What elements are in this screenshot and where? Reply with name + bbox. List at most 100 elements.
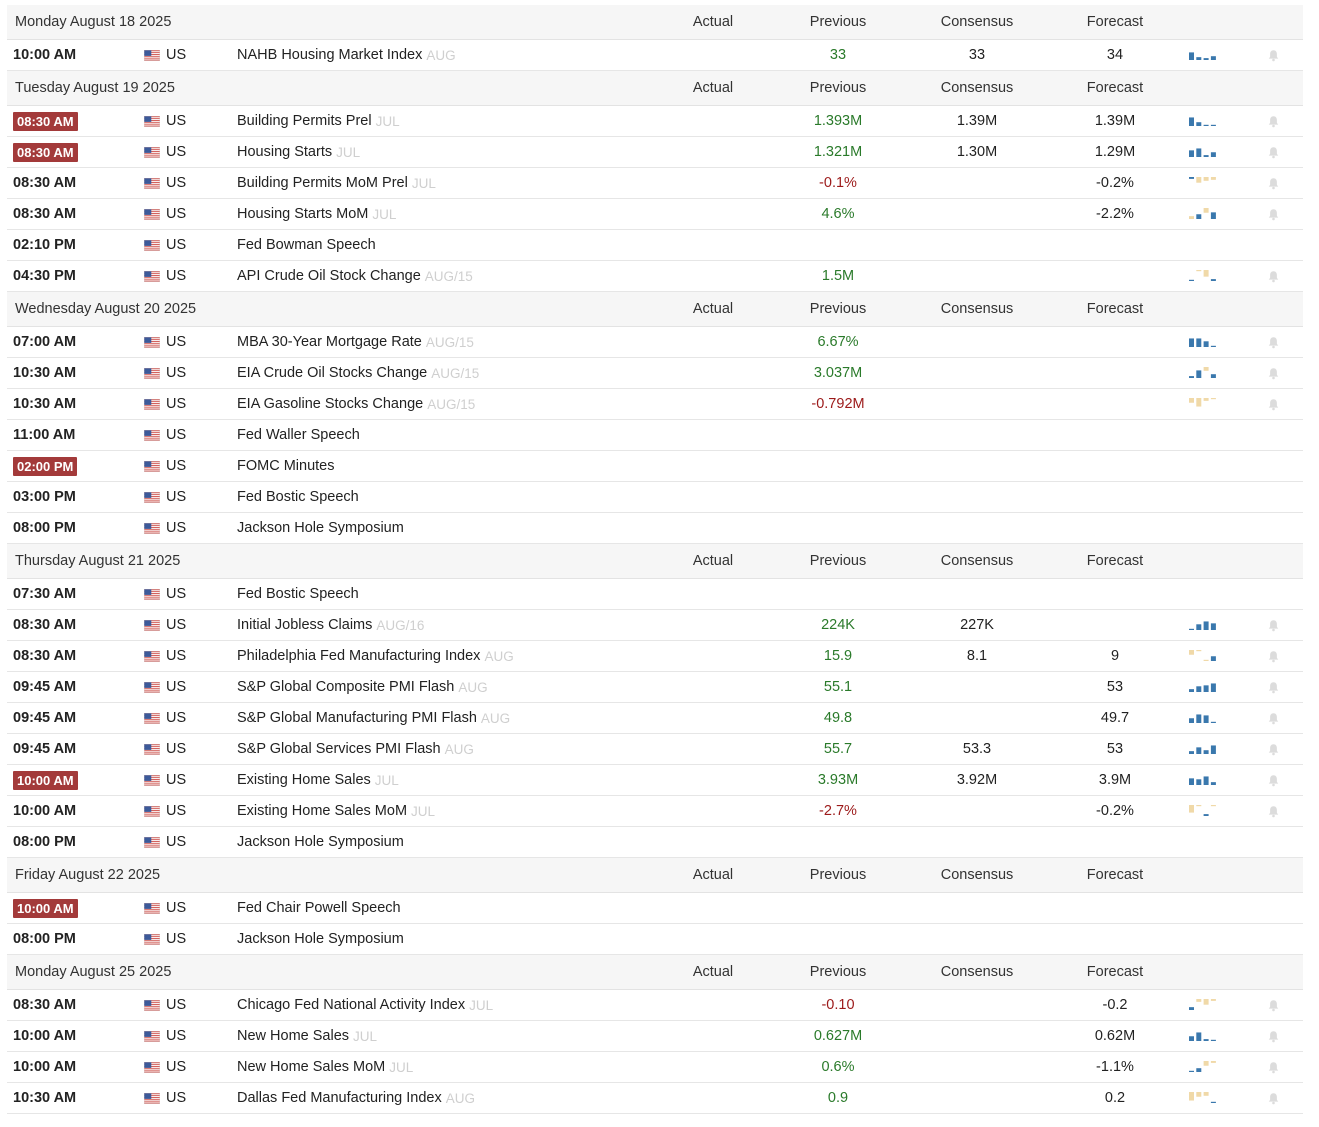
event-name-link[interactable]: Initial Jobless Claims xyxy=(237,617,373,633)
bell-icon[interactable] xyxy=(1267,1092,1280,1105)
event-name-link[interactable]: Philadelphia Fed Manufacturing Index xyxy=(237,648,481,664)
bell-icon[interactable] xyxy=(1267,774,1280,787)
bell-icon[interactable] xyxy=(1267,650,1280,663)
previous-value: 0.6% xyxy=(821,1059,855,1075)
event-name-link[interactable]: Housing Starts MoM xyxy=(237,206,369,222)
event-name-link[interactable]: Existing Home Sales xyxy=(237,772,371,788)
event-name-link[interactable]: Fed Bostic Speech xyxy=(237,489,359,505)
event-name-link[interactable]: Fed Bostic Speech xyxy=(237,586,359,602)
event-name-link[interactable]: Jackson Hole Symposium xyxy=(237,834,404,850)
alert-bell-button[interactable] xyxy=(1265,389,1281,419)
sparkline-bar xyxy=(1189,376,1194,378)
event-name-link[interactable]: FOMC Minutes xyxy=(237,458,335,474)
event-name-link[interactable]: Building Permits Prel xyxy=(237,113,372,129)
event-name-link[interactable]: MBA 30-Year Mortgage Rate xyxy=(237,334,422,350)
alert-bell-button[interactable] xyxy=(1265,734,1281,764)
event-name-link[interactable]: Jackson Hole Symposium xyxy=(237,931,404,947)
alert-bell-button[interactable] xyxy=(1265,827,1281,857)
event-name-link[interactable]: New Home Sales MoM xyxy=(237,1059,386,1075)
bell-icon[interactable] xyxy=(1267,49,1280,62)
event-name-link[interactable]: Existing Home Sales MoM xyxy=(237,803,408,819)
alert-bell-button[interactable] xyxy=(1265,230,1281,260)
event-time-badge: 08:30 AM xyxy=(13,142,78,162)
bell-icon[interactable] xyxy=(1267,208,1280,221)
alert-bell-button[interactable] xyxy=(1265,579,1281,609)
previous-value: -0.10 xyxy=(821,997,855,1013)
alert-bell-button[interactable] xyxy=(1265,137,1281,167)
alert-bell-button[interactable] xyxy=(1265,451,1281,481)
alert-bell-button[interactable] xyxy=(1265,610,1281,640)
event-name-link[interactable]: Building Permits MoM Prel xyxy=(237,175,408,191)
alert-bell-button[interactable] xyxy=(1265,327,1281,357)
alert-bell-button[interactable] xyxy=(1265,765,1281,795)
alert-bell-button[interactable] xyxy=(1265,106,1281,136)
alert-bell-button[interactable] xyxy=(1265,168,1281,198)
alert-bell-button[interactable] xyxy=(1265,796,1281,826)
event-name-link[interactable]: NAHB Housing Market Index xyxy=(237,47,423,63)
event-row: 08:30 AM US Building Permits MoM Prel JUL -0… xyxy=(7,168,1303,199)
event-name-link[interactable]: S&P Global Services PMI Flash xyxy=(237,741,441,757)
alert-bell-button[interactable] xyxy=(1265,261,1281,291)
event-name-link[interactable]: EIA Crude Oil Stocks Change xyxy=(237,365,428,381)
bell-icon[interactable] xyxy=(1267,999,1280,1012)
event-time-cell: 04:30 PM xyxy=(13,261,76,291)
event-name-link[interactable]: Housing Starts xyxy=(237,144,333,160)
bell-icon[interactable] xyxy=(1267,398,1280,411)
alert-bell-button[interactable] xyxy=(1265,893,1281,923)
event-name-link[interactable]: EIA Gasoline Stocks Change xyxy=(237,396,424,412)
event-time: 10:00 AM xyxy=(13,803,77,819)
sparkline-bar xyxy=(1203,177,1209,181)
actual-value xyxy=(663,1021,763,1051)
event-name-link[interactable]: Fed Waller Speech xyxy=(237,427,360,443)
bell-icon[interactable] xyxy=(1267,146,1280,159)
event-time: 08:30 AM xyxy=(13,997,77,1013)
country-code: US xyxy=(166,617,187,633)
alert-bell-button[interactable] xyxy=(1265,641,1281,671)
event-name-link[interactable]: API Crude Oil Stock Change xyxy=(237,268,421,284)
event-name-link[interactable]: Fed Chair Powell Speech xyxy=(237,900,401,916)
event-name-link[interactable]: Chicago Fed National Activity Index xyxy=(237,997,466,1013)
bell-icon[interactable] xyxy=(1267,336,1280,349)
bell-icon[interactable] xyxy=(1267,712,1280,725)
sparkline-bar xyxy=(1189,216,1194,219)
bell-icon[interactable] xyxy=(1267,115,1280,128)
alert-bell-button[interactable] xyxy=(1265,990,1281,1020)
event-name-link[interactable]: Fed Bowman Speech xyxy=(237,237,376,253)
bell-icon[interactable] xyxy=(1267,177,1280,190)
bell-icon[interactable] xyxy=(1267,743,1280,756)
sparkline-cell xyxy=(1188,641,1222,671)
alert-bell-button[interactable] xyxy=(1265,703,1281,733)
forecast-value xyxy=(1065,327,1165,357)
flag-cell xyxy=(144,513,160,543)
alert-bell-button[interactable] xyxy=(1265,358,1281,388)
alert-bell-button[interactable] xyxy=(1265,199,1281,229)
alert-bell-button[interactable] xyxy=(1265,672,1281,702)
sparkline-cell xyxy=(1188,389,1222,419)
forecast-value: 53 xyxy=(1106,741,1124,757)
alert-bell-button[interactable] xyxy=(1265,420,1281,450)
forecast-value: 53 xyxy=(1106,679,1124,695)
bell-icon[interactable] xyxy=(1267,1061,1280,1074)
event-name-link[interactable]: S&P Global Composite PMI Flash xyxy=(237,679,455,695)
alert-bell-button[interactable] xyxy=(1265,1021,1281,1051)
event-name-link[interactable]: Jackson Hole Symposium xyxy=(237,520,404,536)
actual-value xyxy=(663,827,763,857)
event-name-link[interactable]: New Home Sales xyxy=(237,1028,350,1044)
bell-icon[interactable] xyxy=(1267,805,1280,818)
alert-bell-button[interactable] xyxy=(1265,40,1281,70)
bell-icon[interactable] xyxy=(1267,1030,1280,1043)
event-name-link[interactable]: Dallas Fed Manufacturing Index xyxy=(237,1090,442,1106)
bell-icon[interactable] xyxy=(1267,367,1280,380)
alert-bell-button[interactable] xyxy=(1265,482,1281,512)
bell-icon[interactable] xyxy=(1267,619,1280,632)
alert-bell-button[interactable] xyxy=(1265,513,1281,543)
event-name-link[interactable]: S&P Global Manufacturing PMI Flash xyxy=(237,710,477,726)
alert-bell-button[interactable] xyxy=(1265,924,1281,954)
flag-cell xyxy=(144,451,160,481)
country-code: US xyxy=(166,679,187,695)
alert-bell-button[interactable] xyxy=(1265,1052,1281,1082)
forecast-value xyxy=(1065,610,1165,640)
bell-icon[interactable] xyxy=(1267,270,1280,283)
alert-bell-button[interactable] xyxy=(1265,1083,1281,1113)
bell-icon[interactable] xyxy=(1267,681,1280,694)
